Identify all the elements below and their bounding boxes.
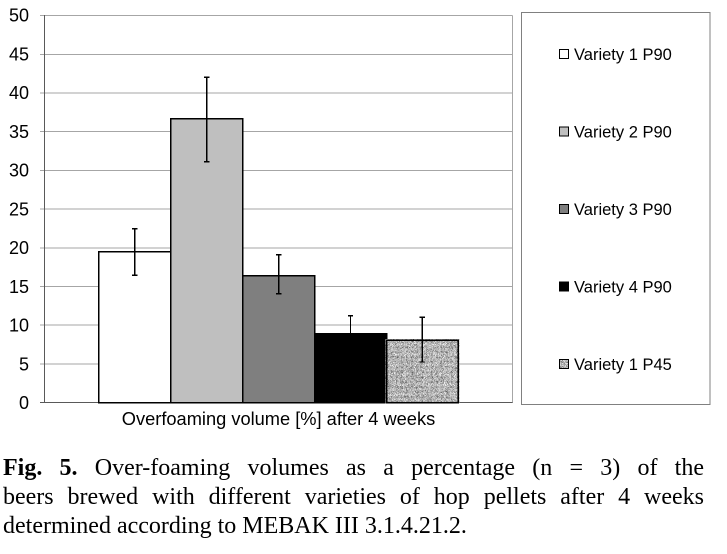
svg-text:40: 40 <box>9 83 29 103</box>
svg-text:10: 10 <box>9 316 29 336</box>
svg-text:Variety 4 P90: Variety 4 P90 <box>574 278 672 296</box>
svg-text:35: 35 <box>9 122 29 142</box>
svg-text:15: 15 <box>9 277 29 297</box>
svg-text:Overfoaming volume [%] after 4: Overfoaming volume [%] after 4 weeks <box>122 408 435 429</box>
svg-text:Variety 2 P90: Variety 2 P90 <box>574 123 672 141</box>
svg-text:50: 50 <box>9 6 29 26</box>
svg-text:25: 25 <box>9 199 29 219</box>
svg-text:Variety 1 P45: Variety 1 P45 <box>574 356 672 374</box>
svg-text:20: 20 <box>9 238 29 258</box>
svg-text:5: 5 <box>19 354 29 374</box>
svg-text:Variety 1 P90: Variety 1 P90 <box>574 46 672 64</box>
svg-text:Variety 3 P90: Variety 3 P90 <box>574 201 672 219</box>
svg-text:30: 30 <box>9 161 29 181</box>
svg-text:0: 0 <box>19 393 29 413</box>
svg-text:45: 45 <box>9 44 29 64</box>
